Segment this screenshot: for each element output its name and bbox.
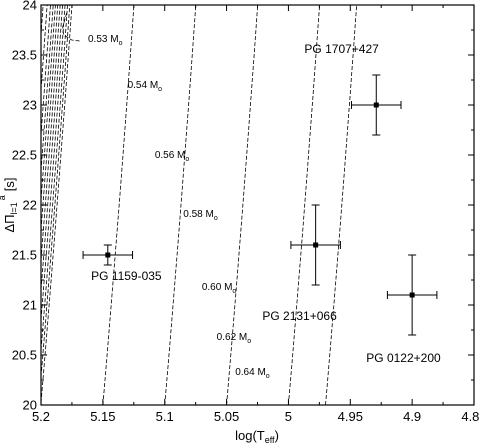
y-tick-label: 23.5 <box>12 48 37 63</box>
y-tick-label: 24 <box>23 0 37 13</box>
mass-curve-m055 <box>41 5 48 91</box>
y-axis-label: ΔΠl=1a[s] <box>0 177 19 232</box>
mass-curve-m062 <box>41 5 66 321</box>
mass-curve-m064 <box>41 5 71 378</box>
star-label: PG 2131+066 <box>262 309 337 323</box>
mass-curve-m067 <box>164 5 197 405</box>
star-label: PG 1159-035 <box>91 269 162 283</box>
data-point-group: PG 0122+200 <box>366 254 441 365</box>
mass-label: 0.62 Mo <box>217 332 252 345</box>
x-tick-label: 5 <box>285 409 292 424</box>
mass-curve-m053 <box>62 12 80 42</box>
x-tick-label: 4.85 <box>461 409 479 424</box>
x-axis-label: log(Teff) <box>235 428 279 445</box>
mass-curve-m056 <box>41 5 51 136</box>
mass-curve-m058 <box>41 5 56 201</box>
data-point-marker <box>409 292 415 298</box>
mass-curve-m059 <box>41 5 59 231</box>
mass-curves <box>41 5 358 405</box>
x-tick-label: 5.1 <box>156 409 174 424</box>
data-point-marker <box>313 242 319 248</box>
data-point-marker <box>105 252 111 258</box>
x-tick-label: 5.2 <box>32 409 50 424</box>
mass-curve-m060 <box>41 5 61 261</box>
mass-curve-m057 <box>41 5 54 172</box>
mass-curve-m061 <box>41 5 63 291</box>
mass-label: 0.64 Mo <box>235 367 270 380</box>
y-tick-label: 20.5 <box>12 348 37 363</box>
mass-curve-m063 <box>41 5 68 351</box>
x-tick-label: 4.95 <box>338 409 363 424</box>
mass-label: 0.58 Mo <box>183 209 218 222</box>
x-tick-label: 4.9 <box>403 409 421 424</box>
y-tick-label: 21 <box>23 298 37 313</box>
data-point-group: PG 1159-035 <box>82 244 162 283</box>
y-tick-label: 22.5 <box>12 148 37 163</box>
data-point-group: PG 2131+066 <box>262 204 341 323</box>
mass-curve-m068 <box>226 5 259 405</box>
data-points: PG 1159-035 PG 2131+066 PG 1707+427 PG 0122… <box>82 42 441 365</box>
data-point-group: PG 1707+427 <box>304 42 402 136</box>
plot-frame <box>40 4 475 406</box>
mass-curve-m069 <box>288 5 320 405</box>
x-tick-label: 5.05 <box>214 409 239 424</box>
mass-label: 0.56 Mo <box>155 150 190 163</box>
x-tick-label: 5.15 <box>90 409 115 424</box>
y-tick-label: 21.5 <box>12 248 37 263</box>
mass-curve-m065 <box>41 5 73 404</box>
mass-label: 0.60 Mo <box>202 282 237 295</box>
y-tick-label: 23 <box>23 98 37 113</box>
mass-label: 0.53 Mo <box>88 34 123 47</box>
y-tick-label: 20 <box>23 398 37 413</box>
mass-label: 0.54 Mo <box>128 80 163 93</box>
star-label: PG 0122+200 <box>366 351 441 365</box>
star-label: PG 1707+427 <box>304 42 379 56</box>
mass-curve-m070 <box>325 5 358 405</box>
axis-ticks: 5.2 5.15 5.1 5.05 5 4.95 4.9 4.85 20 20.5 21 21.5 22… <box>12 0 479 424</box>
mass-labels: 0.53 Mo 0.54 Mo 0.56 Mo 0.58 Mo 0.60 Mo 0.62 … <box>88 34 270 380</box>
mass-curve-m066 <box>102 5 135 405</box>
data-point-marker <box>373 102 379 108</box>
y-tick-label: 22 <box>23 198 37 213</box>
